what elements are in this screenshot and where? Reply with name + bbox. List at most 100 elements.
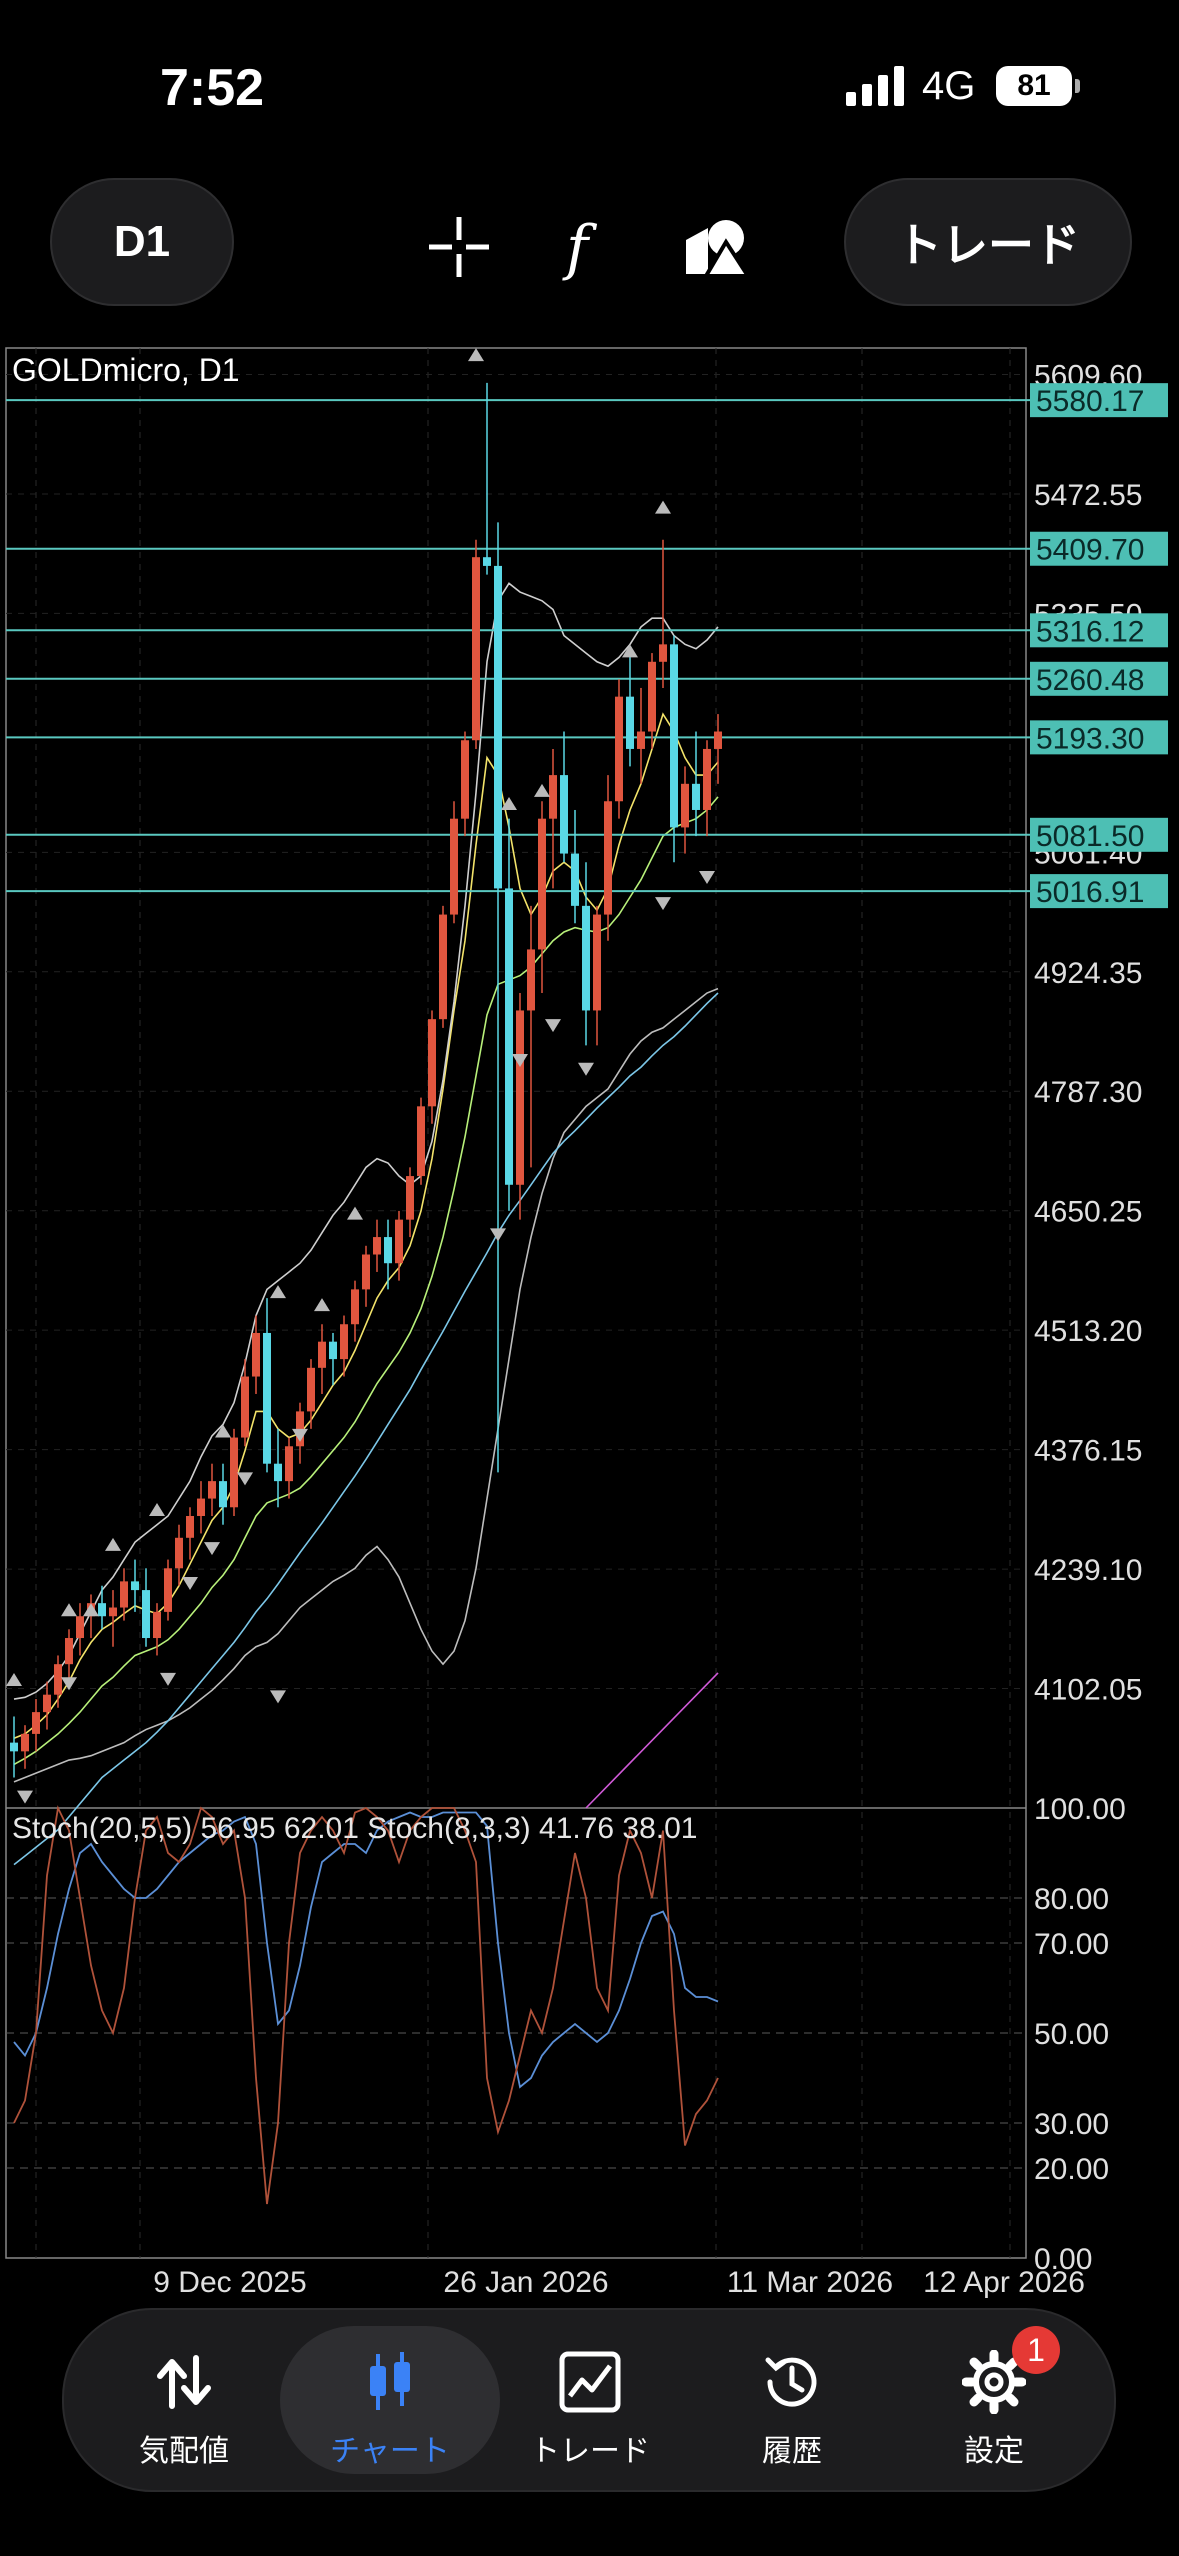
candle-body — [208, 1481, 216, 1499]
candle-body — [285, 1446, 293, 1482]
candle-body — [65, 1638, 73, 1665]
tab-quotes[interactable]: 気配値 — [84, 2310, 284, 2490]
candle-body — [164, 1568, 172, 1612]
stoch-label: Stoch(20,5,5) 56.95 62.01 Stoch(8,3,3) 4… — [12, 1812, 698, 1845]
price-tag-label: 5081.50 — [1036, 820, 1144, 853]
price-tick-label: 4102.05 — [1034, 1674, 1142, 1707]
candle-body — [406, 1176, 414, 1220]
stoch-tick-label: 100.00 — [1034, 1793, 1126, 1826]
tab-chart[interactable]: チャート — [290, 2310, 490, 2490]
candle-body — [274, 1463, 282, 1482]
candle-body — [241, 1376, 249, 1438]
candle-body — [76, 1616, 84, 1639]
tab-bar: 気配値 チャート トレード 履歴 — [62, 2308, 1116, 2492]
candle-body — [450, 818, 458, 915]
price-tag-bg — [1030, 720, 1168, 755]
fractal-up-marker — [622, 644, 638, 658]
fractal-down-marker — [578, 1062, 594, 1076]
fractal-up-marker — [83, 1603, 99, 1617]
candle-body — [307, 1367, 315, 1412]
battery-icon: 81 — [996, 66, 1080, 106]
candle-body — [527, 949, 535, 1011]
candle-body — [175, 1537, 183, 1569]
stoch-tick-label: 50.00 — [1034, 2018, 1109, 2051]
timeframe-button[interactable]: D1 — [50, 178, 234, 306]
candle-body — [384, 1237, 392, 1264]
tab-settings[interactable]: 設定 — [894, 2310, 1094, 2490]
chart-area[interactable]: 5609.605472.555335.505061.404924.354787.… — [0, 340, 1179, 2300]
candle-body — [483, 557, 491, 566]
candle-body — [637, 731, 645, 749]
candle-body — [703, 748, 711, 810]
candle-body — [549, 775, 557, 819]
price-tag-label: 5316.12 — [1036, 615, 1144, 648]
candle-body — [153, 1611, 161, 1639]
chart-frame — [5, 347, 1027, 2259]
candle-body — [362, 1254, 370, 1290]
candle-body — [98, 1603, 106, 1617]
candle-body — [516, 1010, 524, 1185]
candle-body — [318, 1341, 326, 1368]
candle-body — [197, 1498, 205, 1516]
fractal-down-marker — [17, 1790, 33, 1804]
stoch-tick-label: 30.00 — [1034, 2108, 1109, 2141]
trade-button[interactable]: トレード — [844, 178, 1132, 306]
candle-body — [142, 1590, 150, 1639]
fractal-down-marker — [182, 1577, 198, 1591]
candle-body — [43, 1694, 51, 1713]
candle-body — [252, 1332, 260, 1377]
symbol-label: GOLDmicro, D1 — [12, 352, 240, 388]
candle-body — [351, 1289, 359, 1325]
fractal-down-marker — [545, 1019, 561, 1033]
price-chart[interactable]: 5609.605472.555335.505061.404924.354787.… — [0, 340, 1179, 2300]
price-tick-label: 4239.10 — [1034, 1554, 1142, 1587]
candle-body — [615, 696, 623, 802]
fractal-down-marker — [61, 1677, 77, 1691]
quotes-icon — [157, 2355, 211, 2409]
indicators-icon[interactable]: f — [552, 212, 622, 282]
date-tick-label: 11 Mar 2026 — [727, 2266, 893, 2299]
stoch-main-line — [13, 1811, 719, 2089]
candle-body — [395, 1219, 403, 1264]
candle-body — [329, 1341, 337, 1360]
indicator-line — [13, 582, 719, 1700]
fractal-down-marker — [204, 1542, 220, 1556]
trade-chart-icon — [559, 2351, 621, 2413]
fractal-up-marker — [105, 1537, 121, 1551]
candle-body — [131, 1581, 139, 1591]
candle-body — [230, 1437, 238, 1508]
fractal-down-marker — [699, 870, 715, 884]
candle-body — [32, 1712, 40, 1734]
fractal-up-marker — [314, 1298, 330, 1312]
price-tag-bg — [1030, 817, 1168, 852]
trade-button-label: トレード — [896, 219, 1080, 271]
candle-body — [681, 783, 689, 828]
fractal-up-marker — [501, 796, 517, 810]
candle-body — [714, 731, 722, 749]
stoch-tick-label: 80.00 — [1034, 1883, 1109, 1916]
date-tick-label: 26 Jan 2026 — [443, 2266, 608, 2299]
candle-body — [21, 1733, 29, 1752]
price-tag-label: 5193.30 — [1036, 722, 1144, 755]
fractal-up-marker — [347, 1206, 363, 1220]
candle-body — [263, 1332, 271, 1464]
price-tag-bg — [1030, 531, 1168, 566]
tab-chart-label: チャート — [330, 2435, 450, 2468]
price-tag-bg — [1030, 613, 1168, 648]
price-tag-label: 5580.17 — [1036, 385, 1144, 418]
crosshair-icon[interactable] — [424, 212, 494, 282]
candle-body — [439, 914, 447, 1020]
tab-trade[interactable]: トレード — [490, 2310, 690, 2490]
candle-body — [538, 818, 546, 950]
candle-body — [373, 1237, 381, 1255]
tab-history[interactable]: 履歴 — [692, 2310, 892, 2490]
long-ma-line — [585, 1672, 719, 1809]
objects-icon[interactable] — [682, 212, 752, 282]
network-type: 4G — [922, 64, 976, 108]
fractal-up-marker — [6, 1672, 22, 1686]
fractal-up-marker — [468, 348, 484, 362]
fractal-up-marker — [61, 1603, 77, 1617]
candle-body — [494, 565, 502, 889]
candle-body — [593, 914, 601, 1011]
candle-body — [417, 1106, 425, 1177]
